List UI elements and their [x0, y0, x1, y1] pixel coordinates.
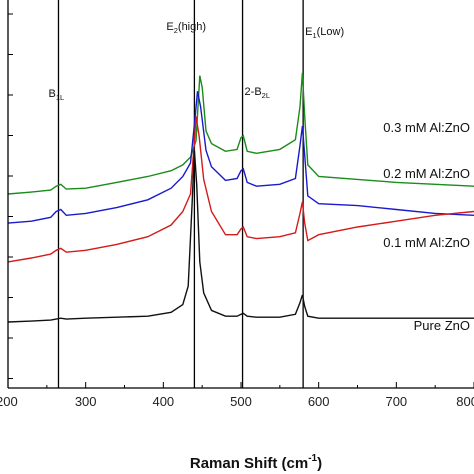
x-tick-label: 500: [230, 394, 252, 409]
series-line-1: [7, 91, 474, 224]
x-tick-label: 800: [456, 394, 474, 409]
peak-label-0: B1L: [48, 88, 64, 102]
x-tick-label: 700: [385, 394, 407, 409]
axes-layer: 200 300 400 500 600 700 800: [0, 0, 474, 409]
series-line-3: [7, 150, 474, 323]
x-tick-label: 600: [308, 394, 330, 409]
x-axis-title-sup: -1: [308, 453, 317, 464]
x-axis-title: Raman Shift (cm-1): [190, 453, 322, 472]
series-layer: [7, 72, 474, 323]
peak-label-1: E2(high): [166, 21, 206, 35]
series-line-2: [7, 116, 474, 263]
series-label-1: 0.2 mM Al:ZnO: [383, 166, 470, 181]
series-label-0: 0.3 mM Al:ZnO: [383, 120, 470, 135]
reference-lines: [57, 0, 304, 388]
x-axis-title-close: ): [317, 455, 322, 472]
series-line-0: [7, 72, 474, 195]
series-label-3: Pure ZnO: [414, 318, 470, 333]
x-tick-label: 200: [0, 394, 18, 409]
x-tick-label: 300: [75, 394, 97, 409]
peak-label-3: E1(Low): [305, 26, 344, 40]
peak-label-2: 2-B2L: [245, 86, 270, 100]
series-label-2: 0.1 mM Al:ZnO: [383, 235, 470, 250]
x-tick-label: 400: [152, 394, 174, 409]
x-axis-title-main: Raman Shift (cm: [190, 455, 308, 472]
labels-layer: 0.3 mM Al:ZnO 0.2 mM Al:ZnO 0.1 mM Al:ZnO P…: [48, 21, 470, 333]
